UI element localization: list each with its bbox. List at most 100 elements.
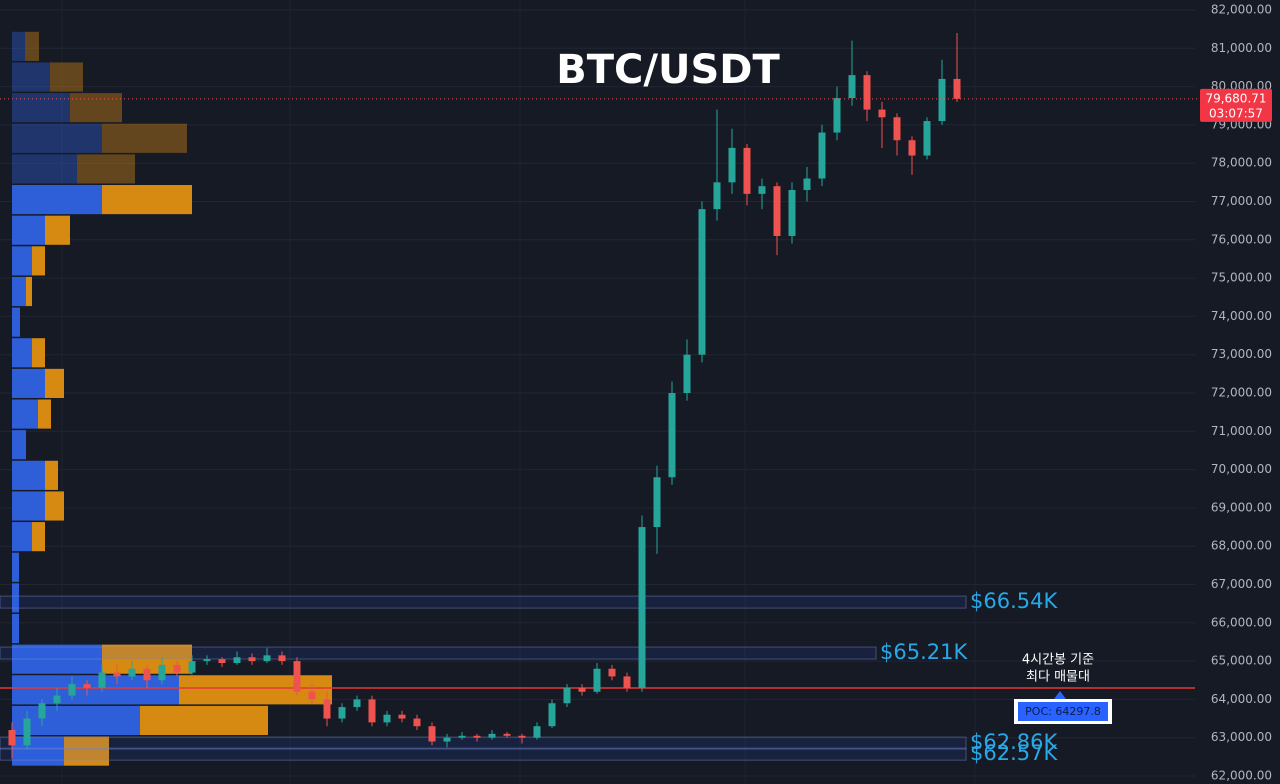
candle-body xyxy=(503,733,511,736)
candle-body xyxy=(143,668,151,681)
profile-buy xyxy=(12,399,38,429)
y-tick-label: 82,000.00 xyxy=(1211,3,1272,17)
candle-body xyxy=(638,527,646,688)
zone xyxy=(0,595,967,609)
candle-body xyxy=(728,147,736,183)
profile-buy xyxy=(12,460,45,490)
zones: $66.54K $65.21K $62.86K$62.57K xyxy=(0,589,1195,765)
candle-body xyxy=(428,726,436,742)
last-price-tag xyxy=(1200,88,1272,122)
profile-buy xyxy=(12,368,45,398)
profile-sell xyxy=(32,246,45,276)
candle-body xyxy=(23,718,31,746)
y-tick-label: 77,000.00 xyxy=(1211,194,1272,208)
profile-buy xyxy=(12,644,102,674)
profile-buy xyxy=(12,675,179,705)
candle-body xyxy=(398,714,406,719)
y-tick-label: 68,000.00 xyxy=(1211,539,1272,553)
candle-body xyxy=(293,661,301,692)
candle-body xyxy=(683,354,691,393)
profile-buy xyxy=(12,62,50,92)
candle-body xyxy=(878,109,886,118)
profile-sell xyxy=(25,31,39,61)
profile-buy xyxy=(12,736,64,766)
candle-body xyxy=(953,78,961,99)
y-tick-label: 73,000.00 xyxy=(1211,347,1272,361)
candle-body xyxy=(548,703,556,727)
profile-sell xyxy=(45,460,58,490)
y-tick-label: 69,000.00 xyxy=(1211,500,1272,514)
profile-buy xyxy=(12,31,25,61)
candle-body xyxy=(758,186,766,194)
candle-body xyxy=(278,655,286,662)
candle-body xyxy=(668,393,676,478)
candle-body xyxy=(818,132,826,179)
candle-body xyxy=(98,672,106,688)
profile-sell xyxy=(77,154,135,184)
poc-box xyxy=(1018,702,1108,721)
candle-body xyxy=(788,190,796,236)
profile-buy xyxy=(12,215,45,245)
candle-body xyxy=(68,684,76,696)
candle-body xyxy=(8,730,16,746)
candle-body xyxy=(893,117,901,141)
candle-body xyxy=(713,182,721,210)
zone xyxy=(0,736,967,750)
candle-body xyxy=(128,668,136,677)
candle-body xyxy=(38,703,46,719)
y-tick-label: 70,000.00 xyxy=(1211,462,1272,476)
zone xyxy=(0,747,967,761)
profile-sell xyxy=(102,123,187,153)
candle-body xyxy=(533,726,541,738)
profile-buy xyxy=(12,276,26,307)
candle-body xyxy=(203,659,211,662)
y-tick-label: 65,000.00 xyxy=(1211,654,1272,668)
candle-body xyxy=(218,659,226,664)
zone-label: $66.54K xyxy=(970,589,1058,613)
price-axis: 62,000.00 63,000.00 64,000.00 65,000.00 66,0… xyxy=(0,3,1272,783)
y-tick-label: 67,000.00 xyxy=(1211,577,1272,591)
candle-body xyxy=(188,661,196,673)
profile-buy xyxy=(12,307,20,337)
candle-body xyxy=(113,672,121,677)
y-tick-label: 64,000.00 xyxy=(1211,692,1272,706)
candle-body xyxy=(518,735,526,738)
candle-body xyxy=(338,707,346,719)
candle-body xyxy=(173,664,181,673)
candle-body xyxy=(803,178,811,191)
poc-note: 최다 매물대 xyxy=(1026,670,1090,685)
candle-body xyxy=(308,691,316,700)
candle-body xyxy=(233,657,241,664)
y-tick-label: 74,000.00 xyxy=(1211,309,1272,323)
profile-buy xyxy=(12,613,19,644)
zone xyxy=(0,646,877,660)
profile-sell xyxy=(179,675,332,705)
candle-body xyxy=(938,78,946,122)
y-tick-label: 75,000.00 xyxy=(1211,271,1272,285)
profile-buy xyxy=(12,583,19,613)
profile-sell xyxy=(102,185,192,215)
zone-label: $62.86K xyxy=(970,730,1058,754)
poc-note: 4시간봉 기준 xyxy=(1022,653,1094,668)
candle-body xyxy=(848,75,856,99)
profile-sell xyxy=(64,736,109,766)
profile-buy xyxy=(12,522,32,552)
profile-sell xyxy=(38,399,51,429)
candle-body xyxy=(623,676,631,688)
last-price-label: 79,680.71 xyxy=(1205,91,1266,105)
volume-profile xyxy=(12,31,332,766)
candle-body xyxy=(833,98,841,133)
profile-buy xyxy=(12,491,45,521)
profile-buy xyxy=(12,338,32,368)
zone-label: $65.21K xyxy=(880,640,968,664)
countdown: 03:07:57 xyxy=(1209,106,1263,120)
profile-buy xyxy=(12,705,140,736)
candle-body xyxy=(473,735,481,738)
profile-buy xyxy=(12,185,102,215)
y-tick-label: 81,000.00 xyxy=(1211,41,1272,55)
candle-body xyxy=(608,668,616,677)
profile-buy xyxy=(12,246,32,276)
profile-sell xyxy=(140,705,268,736)
